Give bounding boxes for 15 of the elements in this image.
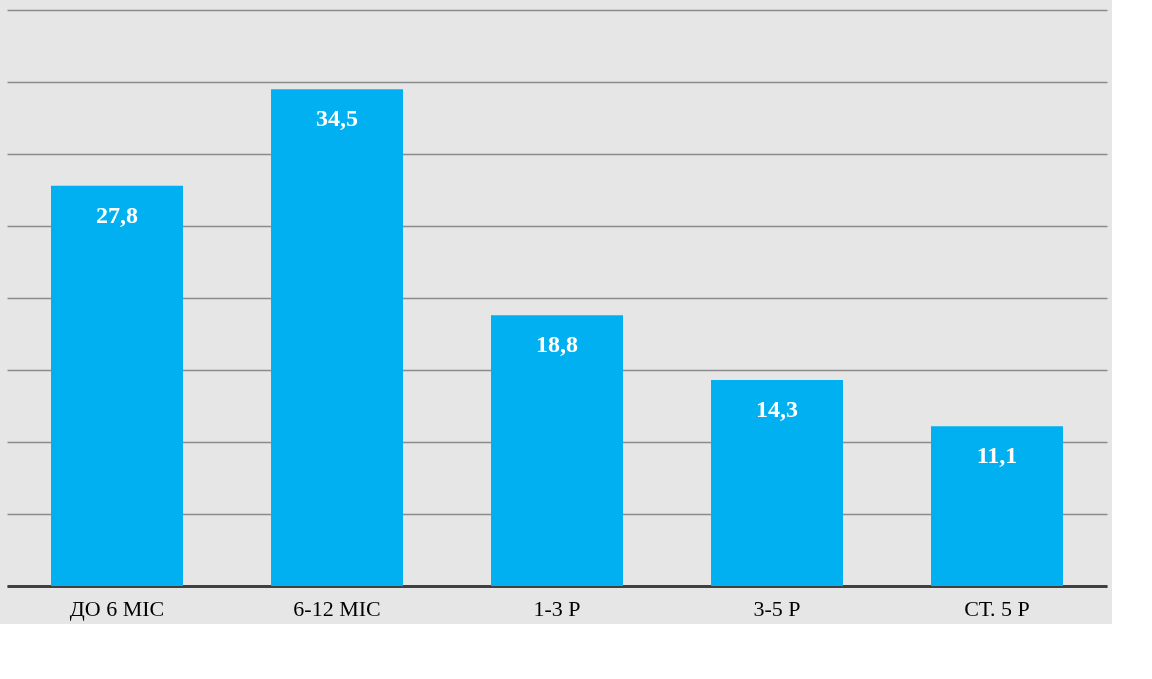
data-label: 14,3 bbox=[756, 396, 798, 423]
bar bbox=[51, 185, 183, 586]
x-tick-label: ДО 6 МІС bbox=[69, 595, 165, 621]
x-tick-label: 3-5 Р bbox=[753, 595, 801, 621]
data-label: 34,5 bbox=[316, 105, 358, 132]
bar bbox=[491, 315, 623, 586]
bar bbox=[271, 89, 403, 586]
data-label: 18,8 bbox=[536, 331, 578, 358]
x-tick-label: 1-3 Р bbox=[533, 595, 581, 621]
x-tick-label: 6-12 МІС bbox=[293, 595, 381, 621]
data-label: 11,1 bbox=[976, 442, 1018, 469]
data-label: 27,8 bbox=[96, 201, 138, 228]
bar bbox=[711, 380, 843, 586]
bar bbox=[931, 426, 1063, 586]
x-tick-label: СТ. 5 Р bbox=[964, 595, 1030, 621]
